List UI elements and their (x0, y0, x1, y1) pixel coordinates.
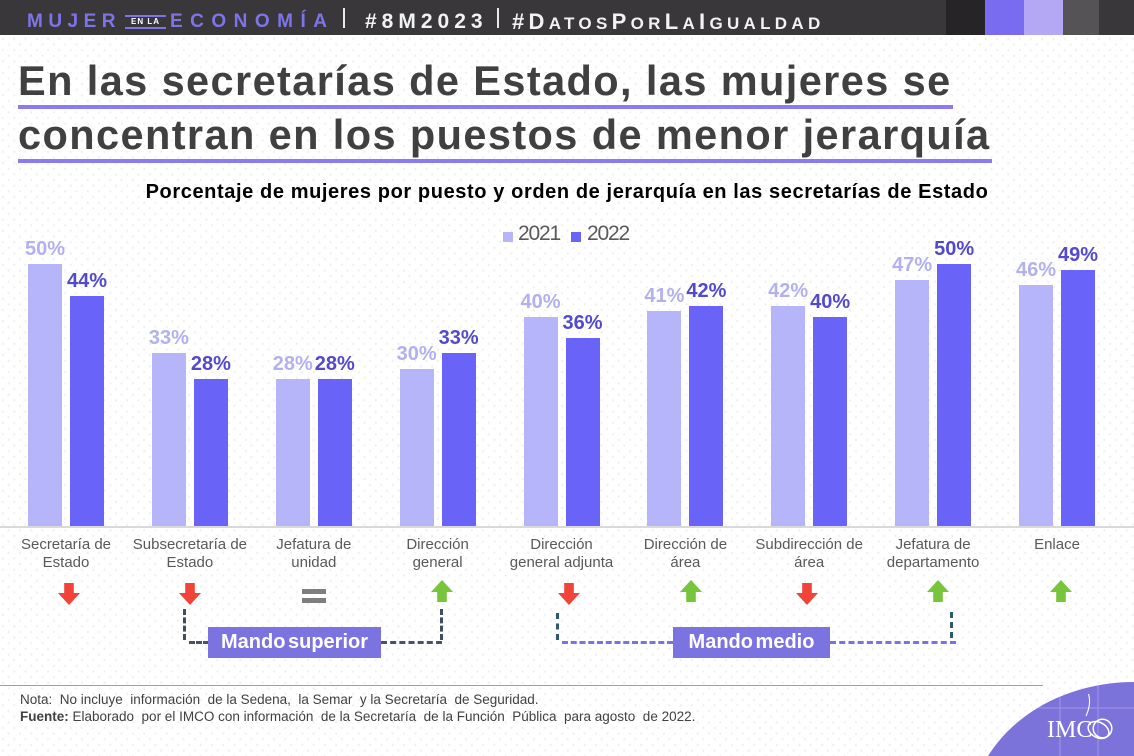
svg-text:IMC: IMC (1047, 717, 1092, 743)
